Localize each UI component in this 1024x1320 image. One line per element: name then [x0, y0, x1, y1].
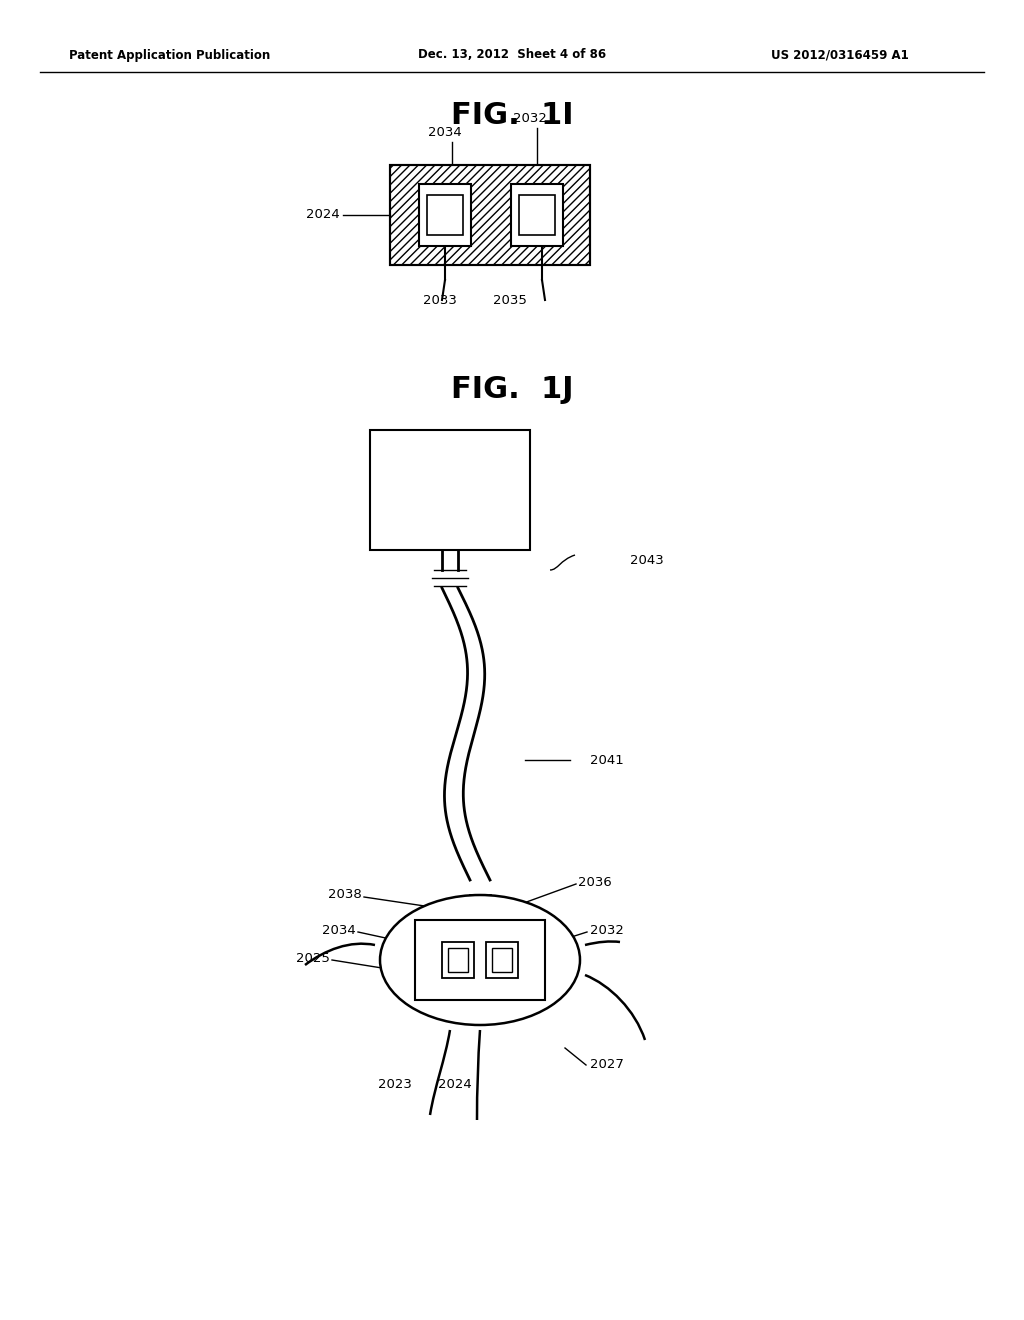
Text: US 2012/0316459 A1: US 2012/0316459 A1: [771, 49, 909, 62]
Bar: [519, 195, 555, 235]
Text: 2024: 2024: [438, 1078, 472, 1092]
Text: 2025: 2025: [296, 952, 330, 965]
Text: 2023: 2023: [378, 1078, 412, 1092]
Text: 2036: 2036: [578, 875, 611, 888]
Bar: [449, 948, 468, 972]
Bar: [427, 195, 463, 235]
Bar: [390, 165, 590, 265]
Bar: [486, 942, 518, 978]
Text: FIG.  1I: FIG. 1I: [451, 100, 573, 129]
Bar: [492, 948, 512, 972]
Text: 2034: 2034: [323, 924, 356, 936]
Text: 2032: 2032: [590, 924, 624, 936]
Text: 2032: 2032: [513, 111, 547, 124]
Bar: [370, 430, 530, 550]
Text: 2035: 2035: [494, 293, 527, 306]
Text: 2038: 2038: [329, 888, 362, 902]
Text: Dec. 13, 2012  Sheet 4 of 86: Dec. 13, 2012 Sheet 4 of 86: [418, 49, 606, 62]
Text: 2034: 2034: [428, 125, 462, 139]
Bar: [415, 920, 545, 1001]
Text: 2024: 2024: [306, 209, 340, 222]
Bar: [442, 942, 474, 978]
Bar: [511, 183, 563, 246]
Bar: [419, 183, 471, 246]
Text: 2043: 2043: [630, 553, 664, 566]
Text: 2041: 2041: [590, 754, 624, 767]
Text: 2027: 2027: [590, 1059, 624, 1072]
Text: Patent Application Publication: Patent Application Publication: [70, 49, 270, 62]
Bar: [390, 165, 590, 265]
Text: FIG.  1J: FIG. 1J: [451, 375, 573, 404]
Text: 2033: 2033: [423, 293, 457, 306]
Ellipse shape: [380, 895, 580, 1026]
